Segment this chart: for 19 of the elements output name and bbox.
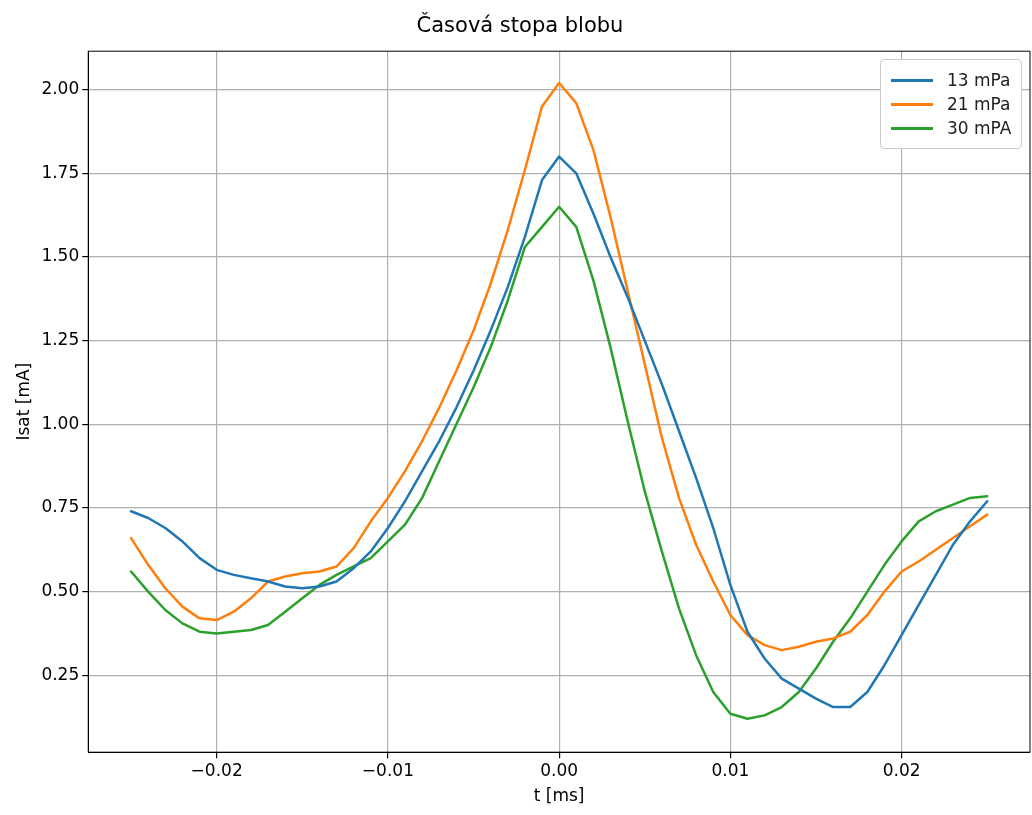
y-tick-label: 0.50 (41, 580, 80, 601)
chart-title: Časová stopa blobu (416, 12, 624, 38)
y-tick-label: 1.25 (41, 329, 80, 350)
x-tick-label: −0.01 (361, 759, 414, 780)
legend-label: 13 mPa (947, 70, 1011, 91)
y-tick-label: 1.50 (41, 245, 80, 266)
x-tick-label: −0.02 (190, 759, 243, 780)
x-tick-label: 0.01 (711, 759, 750, 780)
x-tick-label: 0.02 (882, 759, 921, 780)
y-tick-label: 1.00 (41, 412, 80, 433)
y-tick-label: 1.75 (41, 161, 80, 182)
y-axis-title: Isat [mA] (12, 362, 33, 441)
legend-label: 30 mPA (947, 118, 1012, 139)
y-tick-label: 2.00 (41, 78, 80, 99)
x-tick-label: 0.00 (540, 759, 579, 780)
legend-label: 21 mPa (947, 94, 1011, 115)
y-tick-label: 0.75 (41, 496, 80, 517)
x-axis-title: t [ms] (533, 785, 585, 806)
y-tick-label: 0.25 (41, 663, 80, 684)
